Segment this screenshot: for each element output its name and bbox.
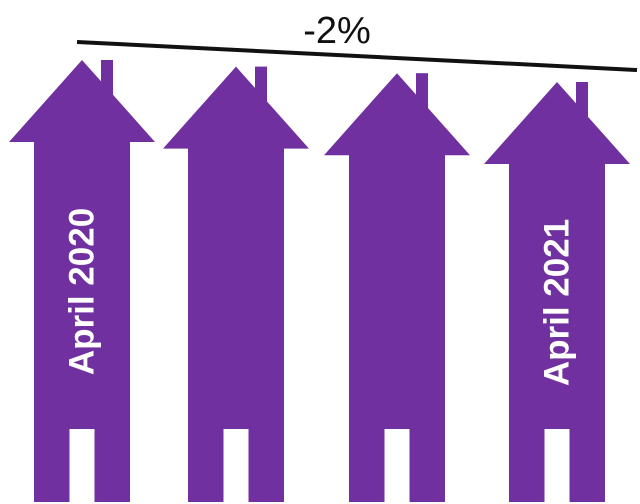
houses-group: April 2020 April 2021 [9, 60, 630, 504]
house-shape [9, 60, 155, 502]
house-shape [163, 66, 309, 502]
trend-line [76, 40, 638, 72]
house-shape [484, 82, 630, 502]
change-label: -2% [303, 10, 371, 52]
house-label: April 2021 [538, 219, 577, 386]
house-bar [324, 73, 470, 504]
house-door [384, 429, 410, 504]
house-door [544, 429, 570, 504]
house-door [223, 429, 249, 504]
house-label: April 2020 [63, 208, 102, 375]
house-door [69, 429, 95, 504]
house-bar: April 2021 [484, 82, 630, 504]
house-shape [324, 73, 470, 502]
house-bar: April 2020 [9, 60, 155, 504]
house-bar [163, 66, 309, 504]
